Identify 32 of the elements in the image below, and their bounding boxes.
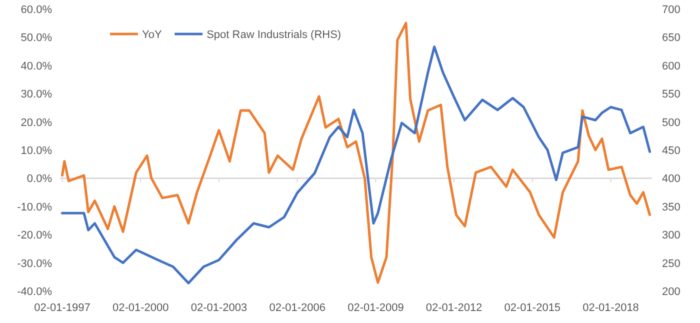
x-tick-label: 02-01-2018 [582, 302, 639, 314]
x-tick-label: 02-01-2006 [269, 302, 326, 314]
legend-label: YoY [142, 29, 162, 41]
y-tick-label: -10.0% [17, 201, 52, 214]
y-tick-label: 0.0% [26, 173, 52, 186]
y2-tick-label: 250 [662, 258, 680, 270]
y-tick-label: 10.0% [20, 145, 52, 157]
x-tick-label: 02-01-2000 [112, 302, 169, 314]
y-tick-label: 50.0% [20, 32, 52, 44]
x-tick-label: 02-01-2009 [348, 302, 404, 314]
y-tick-label: 60.0% [20, 4, 52, 16]
y2-tick-label: 400 [662, 173, 680, 186]
y-tick-label: 20.0% [20, 116, 52, 129]
y2-tick-label: 450 [662, 145, 680, 157]
x-tick-label: 02-01-1997 [34, 302, 90, 314]
y2-tick-label: 200 [662, 286, 680, 298]
legend-label: Spot Raw Industrials (RHS) [206, 29, 342, 41]
y-tick-label: 30.0% [20, 88, 52, 101]
y-tick-label: 40.0% [20, 60, 52, 72]
y2-tick-label: 650 [662, 32, 680, 44]
x-tick-label: 02-01-2003 [190, 302, 248, 314]
x-tick-label: 02-01-2012 [426, 302, 482, 314]
y2-tick-label: 300 [662, 230, 680, 242]
y2-tick-label: 550 [662, 88, 680, 101]
y-tick-label: -20.0% [17, 230, 52, 242]
y-tick-label: -40.0% [17, 286, 52, 298]
y2-tick-label: 700 [662, 4, 680, 16]
y2-tick-label: 600 [662, 60, 680, 72]
y2-tick-label: 350 [662, 201, 680, 214]
x-tick-label: 02-01-2015 [504, 302, 561, 314]
y2-tick-label: 500 [662, 116, 680, 129]
y-tick-label: -30.0% [17, 258, 52, 270]
